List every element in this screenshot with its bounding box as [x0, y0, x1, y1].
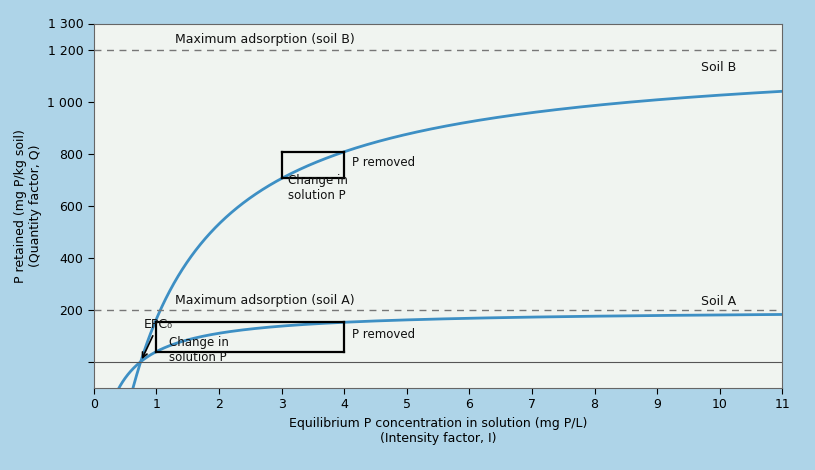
- Text: Change in
solution P: Change in solution P: [288, 174, 348, 202]
- Text: Soil A: Soil A: [701, 295, 736, 308]
- Text: Soil B: Soil B: [701, 61, 736, 74]
- X-axis label: Equilibrium P concentration in solution (mg P/L)
(Intensity factor, I): Equilibrium P concentration in solution …: [289, 417, 588, 445]
- Text: Maximum adsorption (soil A): Maximum adsorption (soil A): [175, 295, 355, 307]
- Text: Maximum adsorption (soil B): Maximum adsorption (soil B): [175, 33, 355, 46]
- Y-axis label: P retained (mg P/kg soil)
(Quantity factor, Q): P retained (mg P/kg soil) (Quantity fact…: [14, 129, 42, 282]
- Text: Change in
solution P: Change in solution P: [169, 336, 229, 364]
- Text: P removed: P removed: [351, 328, 415, 341]
- Text: P removed: P removed: [351, 156, 415, 169]
- Text: EPC₀: EPC₀: [143, 318, 173, 358]
